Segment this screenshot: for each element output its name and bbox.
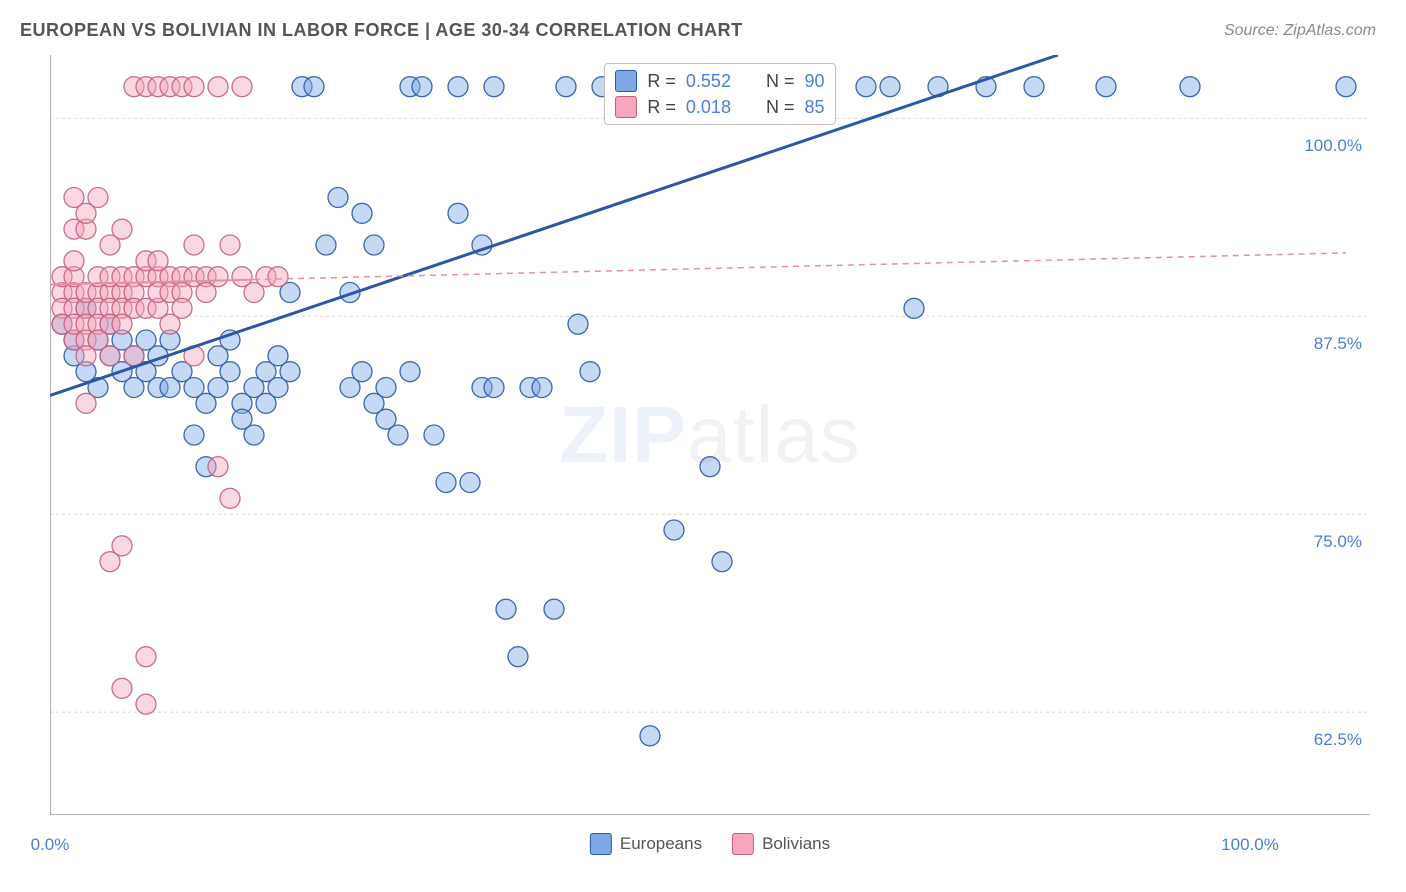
scatter-point (76, 393, 96, 413)
scatter-point (136, 647, 156, 667)
scatter-point (208, 77, 228, 97)
scatter-point (328, 188, 348, 208)
legend-item: Europeans (590, 833, 702, 855)
stat-swatch (615, 96, 637, 118)
scatter-point (220, 362, 240, 382)
scatter-point (220, 235, 240, 255)
scatter-point (280, 362, 300, 382)
scatter-point (1024, 77, 1044, 97)
stat-row: R = 0.552 N = 90 (615, 70, 824, 92)
scatter-point (880, 77, 900, 97)
plot-area: In Labor Force | Age 30-34 62.5%75.0%87.… (50, 55, 1370, 815)
scatter-point (112, 536, 132, 556)
scatter-point (352, 203, 372, 223)
r-value: 0.552 (686, 71, 731, 92)
legend-swatch (732, 833, 754, 855)
scatter-point (184, 77, 204, 97)
legend-swatch (590, 833, 612, 855)
legend: Europeans Bolivians (590, 833, 830, 855)
stat-row: R = 0.018 N = 85 (615, 96, 824, 118)
scatter-point (532, 378, 552, 398)
scatter-point (496, 599, 516, 619)
chart-title: EUROPEAN VS BOLIVIAN IN LABOR FORCE | AG… (20, 20, 743, 41)
scatter-chart (50, 55, 1370, 815)
scatter-point (400, 362, 420, 382)
scatter-point (64, 251, 84, 271)
scatter-point (448, 77, 468, 97)
scatter-point (436, 473, 456, 493)
scatter-point (556, 77, 576, 97)
y-tick-label: 100.0% (1304, 136, 1362, 156)
scatter-point (112, 678, 132, 698)
stat-swatch (615, 70, 637, 92)
scatter-point (124, 346, 144, 366)
scatter-point (1180, 77, 1200, 97)
x-tick-label: 0.0% (31, 835, 70, 855)
correlation-stats-box: R = 0.552 N = 90 R = 0.018 N = 85 (604, 63, 835, 125)
scatter-point (220, 488, 240, 508)
scatter-point (364, 235, 384, 255)
scatter-point (304, 77, 324, 97)
scatter-point (388, 425, 408, 445)
scatter-point (484, 77, 504, 97)
scatter-point (88, 188, 108, 208)
scatter-point (352, 362, 372, 382)
legend-item: Bolivians (732, 833, 830, 855)
scatter-point (412, 77, 432, 97)
r-value: 0.018 (686, 97, 731, 118)
n-value: 90 (804, 71, 824, 92)
scatter-point (1096, 77, 1116, 97)
y-tick-label: 62.5% (1314, 730, 1362, 750)
scatter-point (1336, 77, 1356, 97)
scatter-point (208, 457, 228, 477)
scatter-point (100, 346, 120, 366)
y-tick-label: 87.5% (1314, 334, 1362, 354)
scatter-point (568, 314, 588, 334)
scatter-point (244, 425, 264, 445)
scatter-point (904, 298, 924, 318)
scatter-point (268, 267, 288, 287)
source-label: Source: ZipAtlas.com (1224, 22, 1376, 40)
scatter-point (376, 378, 396, 398)
scatter-point (664, 520, 684, 540)
x-tick-label: 100.0% (1221, 835, 1279, 855)
n-value: 85 (804, 97, 824, 118)
scatter-point (640, 726, 660, 746)
scatter-point (544, 599, 564, 619)
scatter-point (172, 298, 192, 318)
scatter-point (316, 235, 336, 255)
scatter-point (424, 425, 444, 445)
scatter-point (184, 235, 204, 255)
scatter-point (208, 267, 228, 287)
scatter-point (232, 77, 252, 97)
legend-label: Bolivians (762, 834, 830, 854)
scatter-point (136, 694, 156, 714)
scatter-point (112, 219, 132, 239)
scatter-point (856, 77, 876, 97)
scatter-point (484, 378, 504, 398)
scatter-point (460, 473, 480, 493)
scatter-point (184, 425, 204, 445)
scatter-point (580, 362, 600, 382)
scatter-point (712, 552, 732, 572)
scatter-point (448, 203, 468, 223)
y-tick-label: 75.0% (1314, 532, 1362, 552)
legend-label: Europeans (620, 834, 702, 854)
scatter-point (508, 647, 528, 667)
scatter-point (700, 457, 720, 477)
